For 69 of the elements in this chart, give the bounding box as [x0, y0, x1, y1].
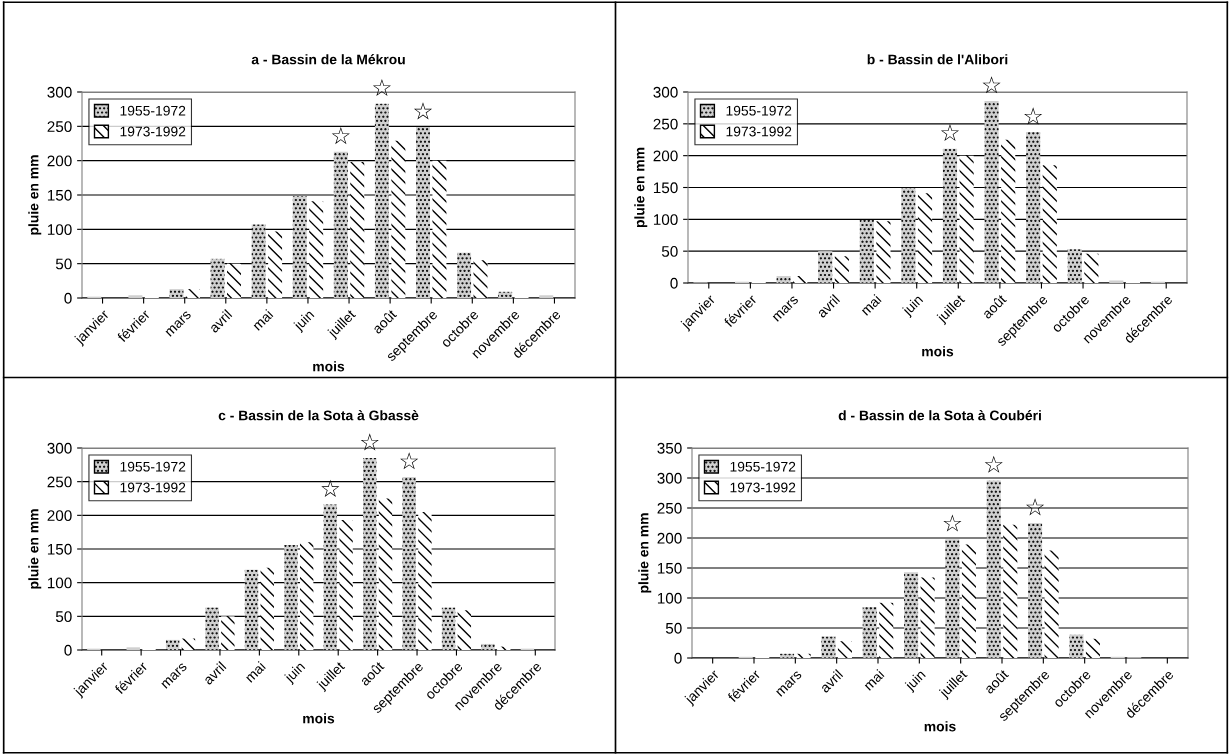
y-tick-label: 300: [653, 86, 678, 98]
x-tick-label: mai: [859, 294, 882, 316]
annotation: ☆: [984, 455, 1003, 473]
y-tick-label: 150: [47, 189, 72, 201]
y-tick-label: 150: [657, 562, 682, 574]
x-tick-label: juin: [292, 309, 317, 334]
y-tick-label: 100: [657, 592, 682, 604]
x-tick-label: mai: [244, 661, 266, 683]
x-tick-label: juin: [283, 661, 308, 686]
y-tick-label: 300: [47, 442, 72, 454]
annotation: ☆: [400, 452, 419, 470]
annotation: ☆: [940, 123, 960, 142]
y-tick-label: 250: [47, 476, 72, 488]
x-tick-label: juin: [901, 294, 926, 319]
annotation: ☆: [321, 479, 340, 497]
legend-label: 1973-1992: [730, 482, 796, 493]
y-axis-title: pluie en mm: [638, 513, 652, 593]
y-axis-title: pluie en mm: [634, 147, 648, 228]
y-tick-label: 50: [55, 611, 72, 623]
legend-label: 1955-1972: [120, 461, 186, 472]
y-tick-label: 100: [653, 214, 678, 226]
x-axis-title: mois: [303, 713, 335, 724]
x-axis-title: mois: [313, 361, 345, 372]
y-axis-title: pluie en mm: [28, 509, 42, 589]
legend-label: 1973-1992: [120, 126, 186, 137]
annotation: ☆: [331, 126, 350, 145]
x-axis-title: mois: [924, 721, 956, 732]
legend-label: 1955-1972: [730, 461, 796, 472]
chart-title: a - Bassin de la Mékrou: [251, 54, 405, 65]
annotation: ☆: [413, 102, 433, 120]
y-tick-label: 250: [47, 121, 72, 133]
y-tick-label: 100: [47, 224, 72, 236]
y-tick-label: 350: [657, 442, 682, 454]
legend-label: 1973-1992: [120, 482, 186, 493]
y-tick-label: 150: [653, 182, 678, 194]
annotation: ☆: [360, 433, 379, 451]
y-tick-label: 300: [657, 472, 682, 484]
annotation: ☆: [372, 78, 391, 97]
y-tick-label: 250: [653, 118, 678, 130]
y-tick-label: 200: [653, 150, 678, 162]
y-tick-label: 50: [55, 258, 72, 270]
y-tick-label: 200: [47, 510, 72, 522]
x-tick-label: mai: [862, 669, 885, 691]
y-tick-label: 200: [657, 532, 682, 544]
y-tick-label: 300: [47, 86, 72, 98]
x-tick-label: mai: [251, 309, 274, 331]
y-tick-label: 0: [64, 644, 72, 656]
y-tick-label: 0: [64, 292, 72, 304]
y-tick-label: 0: [674, 652, 682, 664]
legend-label: 1955-1972: [726, 105, 792, 116]
chart-title: d - Bassin de la Sota à Coubéri: [838, 410, 1041, 421]
legend-label: 1955-1972: [120, 105, 186, 116]
x-tick-label: juin: [903, 669, 928, 694]
chart-title: b - Bassin de l'Alibori: [867, 54, 1008, 65]
y-tick-label: 50: [665, 622, 682, 634]
chart-title: c - Bassin de la Sota à Gbassè: [218, 410, 419, 421]
y-axis-title: pluie en mm: [28, 155, 42, 235]
annotation: ☆: [943, 514, 962, 532]
y-tick-label: 0: [670, 277, 678, 289]
y-tick-label: 150: [47, 543, 72, 555]
annotation: ☆: [1024, 107, 1043, 125]
y-tick-label: 50: [661, 246, 678, 257]
annotation: ☆: [1026, 498, 1045, 516]
y-tick-label: 250: [657, 502, 682, 514]
x-axis-title: mois: [922, 346, 954, 357]
legend-label: 1973-1992: [726, 126, 792, 137]
annotation: ☆: [982, 76, 1001, 94]
y-tick-label: 200: [47, 155, 72, 167]
y-tick-label: 100: [47, 577, 72, 589]
